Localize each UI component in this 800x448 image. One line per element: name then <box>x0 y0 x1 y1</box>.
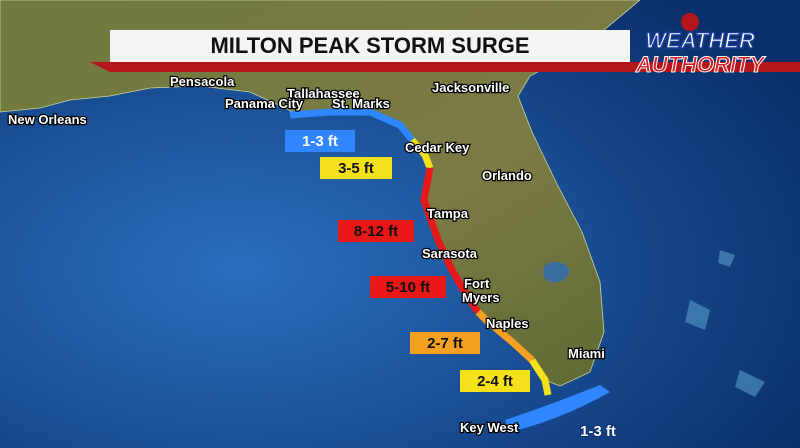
logo-bottom: AUTHORITY <box>635 52 767 77</box>
city: Key West <box>460 420 519 435</box>
logo-top: WEATHER <box>645 28 755 53</box>
surge-line <box>475 309 535 363</box>
label-box <box>285 130 355 152</box>
city: Pensacola <box>170 74 235 89</box>
city: Tampa <box>427 206 469 221</box>
lake <box>543 261 570 283</box>
city-labels: Pensacola Tallahassee Panama City St. Ma… <box>7 73 606 437</box>
surge-label: 2-4 ft <box>477 373 513 390</box>
surge-line <box>289 108 415 143</box>
surge-label: 5-10 ft <box>386 279 430 296</box>
surge-label: 1-3 ft <box>580 423 616 440</box>
surge-labels: 1-3 ft 3-5 ft 8-12 ft 5-10 ft 2-7 ft 2-4… <box>285 130 617 441</box>
label-box <box>410 332 480 354</box>
bahamas <box>685 250 765 397</box>
city: Orlando <box>482 168 532 183</box>
label-box <box>338 220 414 242</box>
title: MILTON PEAK STORM SURGE <box>210 33 529 58</box>
label-box <box>460 370 530 392</box>
surge-label: 8-12 ft <box>354 223 398 240</box>
city: Myers <box>462 290 500 305</box>
city: Jacksonville <box>432 80 509 95</box>
city: New Orleans <box>8 112 87 127</box>
city: Naples <box>486 316 529 331</box>
surge-line <box>409 137 434 170</box>
surge-label: 2-7 ft <box>427 335 463 352</box>
surge-line <box>529 358 552 396</box>
city: Miami <box>568 346 605 361</box>
label-box <box>320 157 392 179</box>
red-band <box>90 62 800 72</box>
city: Panama City <box>225 96 304 111</box>
surge-area <box>505 385 610 432</box>
surge-line <box>420 167 481 315</box>
label-box <box>370 276 446 298</box>
surge-label: 1-3 ft <box>302 133 338 150</box>
city: St. Marks <box>332 96 390 111</box>
logo-badge <box>681 13 699 31</box>
city: Fort <box>464 276 490 291</box>
city: Sarasota <box>422 246 478 261</box>
city: Cedar Key <box>405 140 470 155</box>
city: Tallahassee <box>287 86 360 101</box>
title-band <box>110 30 630 62</box>
surge-label: 3-5 ft <box>338 160 374 177</box>
